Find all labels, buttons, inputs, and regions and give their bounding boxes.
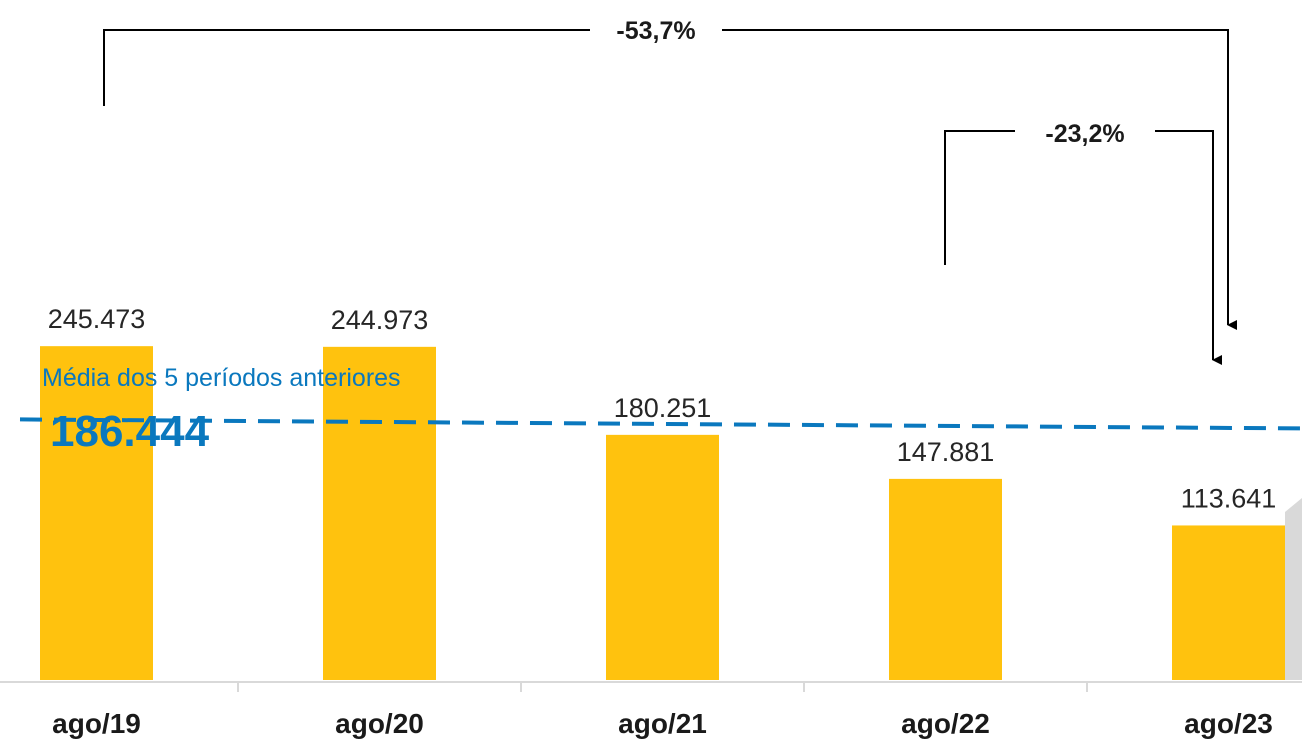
annotation-label-short: -23,2% — [1045, 120, 1124, 148]
x-axis-label: ago/21 — [618, 708, 707, 739]
x-axis-label: ago/23 — [1184, 708, 1273, 739]
value-label: 245.473 — [48, 304, 146, 334]
x-axis-label: ago/20 — [335, 708, 424, 739]
annotation-bracket-short — [944, 130, 1222, 365]
average-reference-line — [19, 417, 1302, 431]
bar-ago-20 — [323, 346, 436, 680]
bar-ago-22 — [889, 478, 1002, 680]
value-label: 244.973 — [331, 305, 429, 335]
x-axis-ticks — [237, 682, 1088, 692]
x-axis-label: ago/19 — [52, 708, 141, 739]
x-axis-label: ago/22 — [901, 708, 990, 739]
value-label: 113.641 — [1181, 483, 1277, 513]
value-labels-group: 245.473 244.973 180.251 147.881 113.641 — [48, 304, 1277, 513]
annotation-label-long: -53,7% — [616, 17, 695, 45]
value-label: 180.251 — [614, 393, 712, 423]
bars-group — [40, 346, 1285, 680]
bar-shadow — [1285, 498, 1302, 680]
bar-ago-21 — [606, 434, 719, 680]
bar-ago-23 — [1172, 525, 1285, 680]
x-axis-labels: ago/19 ago/20 ago/21 ago/22 ago/23 — [52, 708, 1273, 739]
annotation-bracket-long — [103, 29, 1237, 330]
value-label: 147.881 — [897, 437, 995, 467]
average-value: 186.444 — [50, 407, 210, 456]
average-label: Média dos 5 períodos anteriores — [42, 364, 401, 392]
bar-ago-19 — [40, 346, 153, 680]
